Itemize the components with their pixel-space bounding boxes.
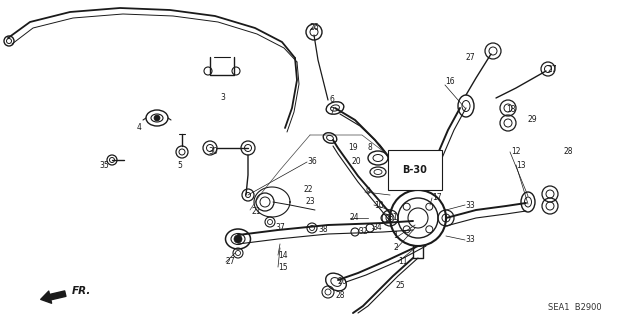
- Text: 34: 34: [372, 224, 381, 233]
- Text: 29: 29: [527, 115, 536, 124]
- Text: 5: 5: [177, 160, 182, 169]
- Text: 31: 31: [388, 213, 397, 222]
- Text: 12: 12: [511, 147, 520, 157]
- Text: 14: 14: [278, 250, 287, 259]
- Text: 17: 17: [432, 194, 442, 203]
- Text: 38: 38: [318, 226, 328, 234]
- Text: 15: 15: [278, 263, 287, 271]
- Text: 27: 27: [226, 257, 236, 266]
- Text: 24: 24: [350, 213, 360, 222]
- Text: 4: 4: [137, 123, 142, 132]
- Text: 1: 1: [393, 232, 397, 241]
- Text: 20: 20: [352, 158, 362, 167]
- Text: 30: 30: [208, 147, 218, 157]
- Text: 28: 28: [336, 291, 346, 300]
- Text: 27: 27: [466, 54, 476, 63]
- Text: 23: 23: [306, 197, 316, 206]
- Text: 28: 28: [563, 147, 573, 157]
- Text: 35: 35: [99, 160, 109, 169]
- Text: 9: 9: [365, 188, 370, 197]
- Text: 21: 21: [252, 207, 262, 217]
- Text: 18: 18: [506, 106, 515, 115]
- Text: 19: 19: [348, 144, 358, 152]
- Circle shape: [154, 115, 160, 121]
- Text: 16: 16: [445, 78, 454, 86]
- Text: 3: 3: [220, 93, 225, 102]
- Circle shape: [234, 235, 242, 243]
- Text: 36: 36: [307, 158, 317, 167]
- Text: 22: 22: [304, 186, 314, 195]
- Text: 26: 26: [338, 278, 348, 286]
- Text: 33: 33: [465, 201, 475, 210]
- Text: 33: 33: [465, 235, 475, 244]
- Text: 11: 11: [398, 257, 408, 266]
- Text: 32: 32: [358, 227, 367, 236]
- Text: FR.: FR.: [72, 286, 92, 296]
- Text: SEA1  B2900: SEA1 B2900: [548, 303, 602, 313]
- Text: 13: 13: [516, 160, 525, 169]
- Text: 7: 7: [329, 107, 334, 115]
- Text: 26: 26: [309, 23, 319, 32]
- FancyArrowPatch shape: [41, 291, 66, 303]
- Text: 27: 27: [548, 64, 557, 73]
- Text: 8: 8: [367, 144, 372, 152]
- Text: 6: 6: [329, 94, 334, 103]
- Text: 37: 37: [275, 224, 285, 233]
- Text: 2: 2: [393, 243, 397, 253]
- Text: 25: 25: [395, 280, 404, 290]
- Text: 10: 10: [374, 201, 383, 210]
- Text: B-30: B-30: [403, 165, 428, 175]
